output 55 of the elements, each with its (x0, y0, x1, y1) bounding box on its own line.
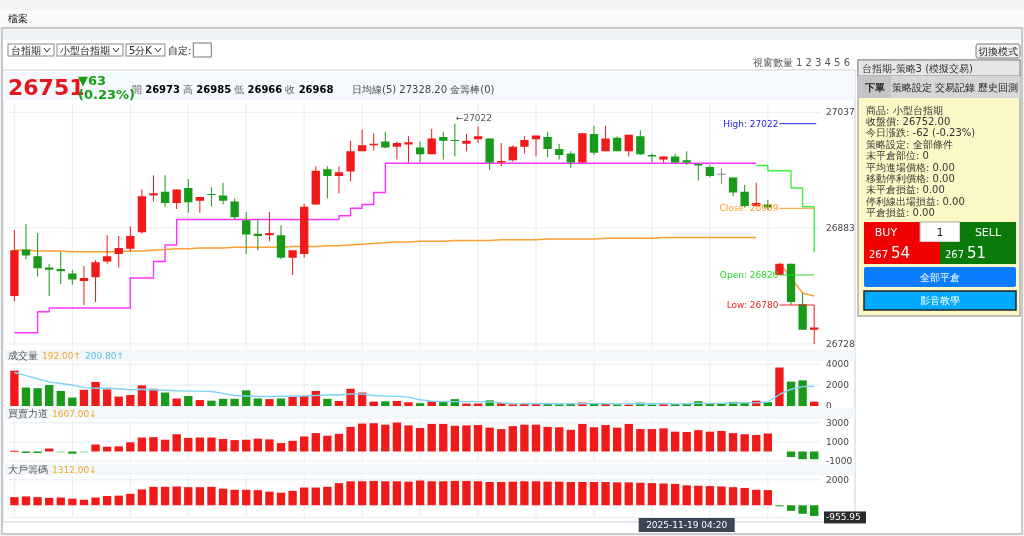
text: 日均線(5) 27328.20 金籌棒(0) (352, 83, 495, 95)
text: 小型台指期 (60, 44, 110, 56)
text: BUY (874, 225, 898, 239)
text: 移動停利價格: 0.00 (866, 172, 955, 184)
text: 未平倉損益: 0.00 (866, 184, 945, 196)
text: 1607.00↓ (52, 408, 97, 419)
text: 5分K (129, 44, 153, 56)
text: 平倉損益: 0.00 (866, 207, 935, 219)
y-tick-label: 26728 (826, 339, 855, 349)
text: 視窗數量 1 2 3 4 5 6 (752, 56, 850, 68)
text: 267 (944, 248, 964, 260)
text: 歷史回測 (978, 81, 1018, 93)
text: 交易記錄 (935, 81, 975, 93)
text: 1 (936, 225, 944, 239)
text: 影音教學 (920, 295, 960, 306)
y-tick-label: -1000 (826, 456, 853, 467)
text: 1312.00↓ (52, 464, 97, 475)
annotation: Low: 26780 (726, 300, 779, 310)
chart-title: 大戶籌碼 (8, 464, 48, 475)
text: 54 (891, 244, 911, 262)
y-tick-label: -955.95 (826, 512, 861, 523)
text: 商品: 小型台指期 (866, 104, 943, 116)
y-tick-label: 3000 (826, 417, 850, 428)
text: 切換模式 (978, 45, 1018, 57)
text: 自定: (167, 44, 192, 56)
text: 台指期-策略3 (模擬交易) (862, 62, 973, 74)
text: 策略設定: 全部條件 (866, 138, 953, 150)
text: 收盤價: 26752.00 (866, 115, 951, 127)
annotation: ←27022 (455, 113, 493, 123)
y-tick-label: 26883 (826, 222, 855, 233)
chart-title: 成交量 (8, 350, 38, 361)
text: 今日漲跌: -62 (-0.23%) (866, 127, 976, 139)
y-tick-label: 27037 (826, 107, 855, 118)
text: 192.00↑ (42, 350, 82, 361)
text: 停利線出場損益: 0.00 (866, 195, 965, 207)
annotation: Open: 26820 (719, 270, 779, 280)
y-tick-label: 1000 (826, 436, 850, 447)
chart-title: 買賣力道 (8, 408, 48, 419)
annotation: High: 27022 (723, 118, 779, 129)
text: 51 (967, 244, 987, 262)
text: 全部平倉 (920, 271, 960, 283)
y-tick-label: 2000 (826, 380, 850, 391)
y-tick-label: 4000 (826, 359, 850, 370)
text: 平均進場價格: 0.00 (866, 161, 955, 173)
text: 台指期 (11, 44, 41, 56)
text: SELL (974, 225, 1002, 239)
text: 下單 (864, 81, 885, 93)
text: 2025-11-19 04:20 (646, 520, 728, 530)
text: 未平倉部位: 0 (866, 150, 929, 162)
text: 檔案 (8, 12, 28, 24)
y-tick-label: 2000 (826, 474, 850, 485)
text: 200.80↑ (85, 350, 125, 361)
text: 策略設定 (892, 81, 932, 93)
text: 267 (868, 248, 888, 260)
annotation: Close: 26909 (719, 203, 779, 214)
